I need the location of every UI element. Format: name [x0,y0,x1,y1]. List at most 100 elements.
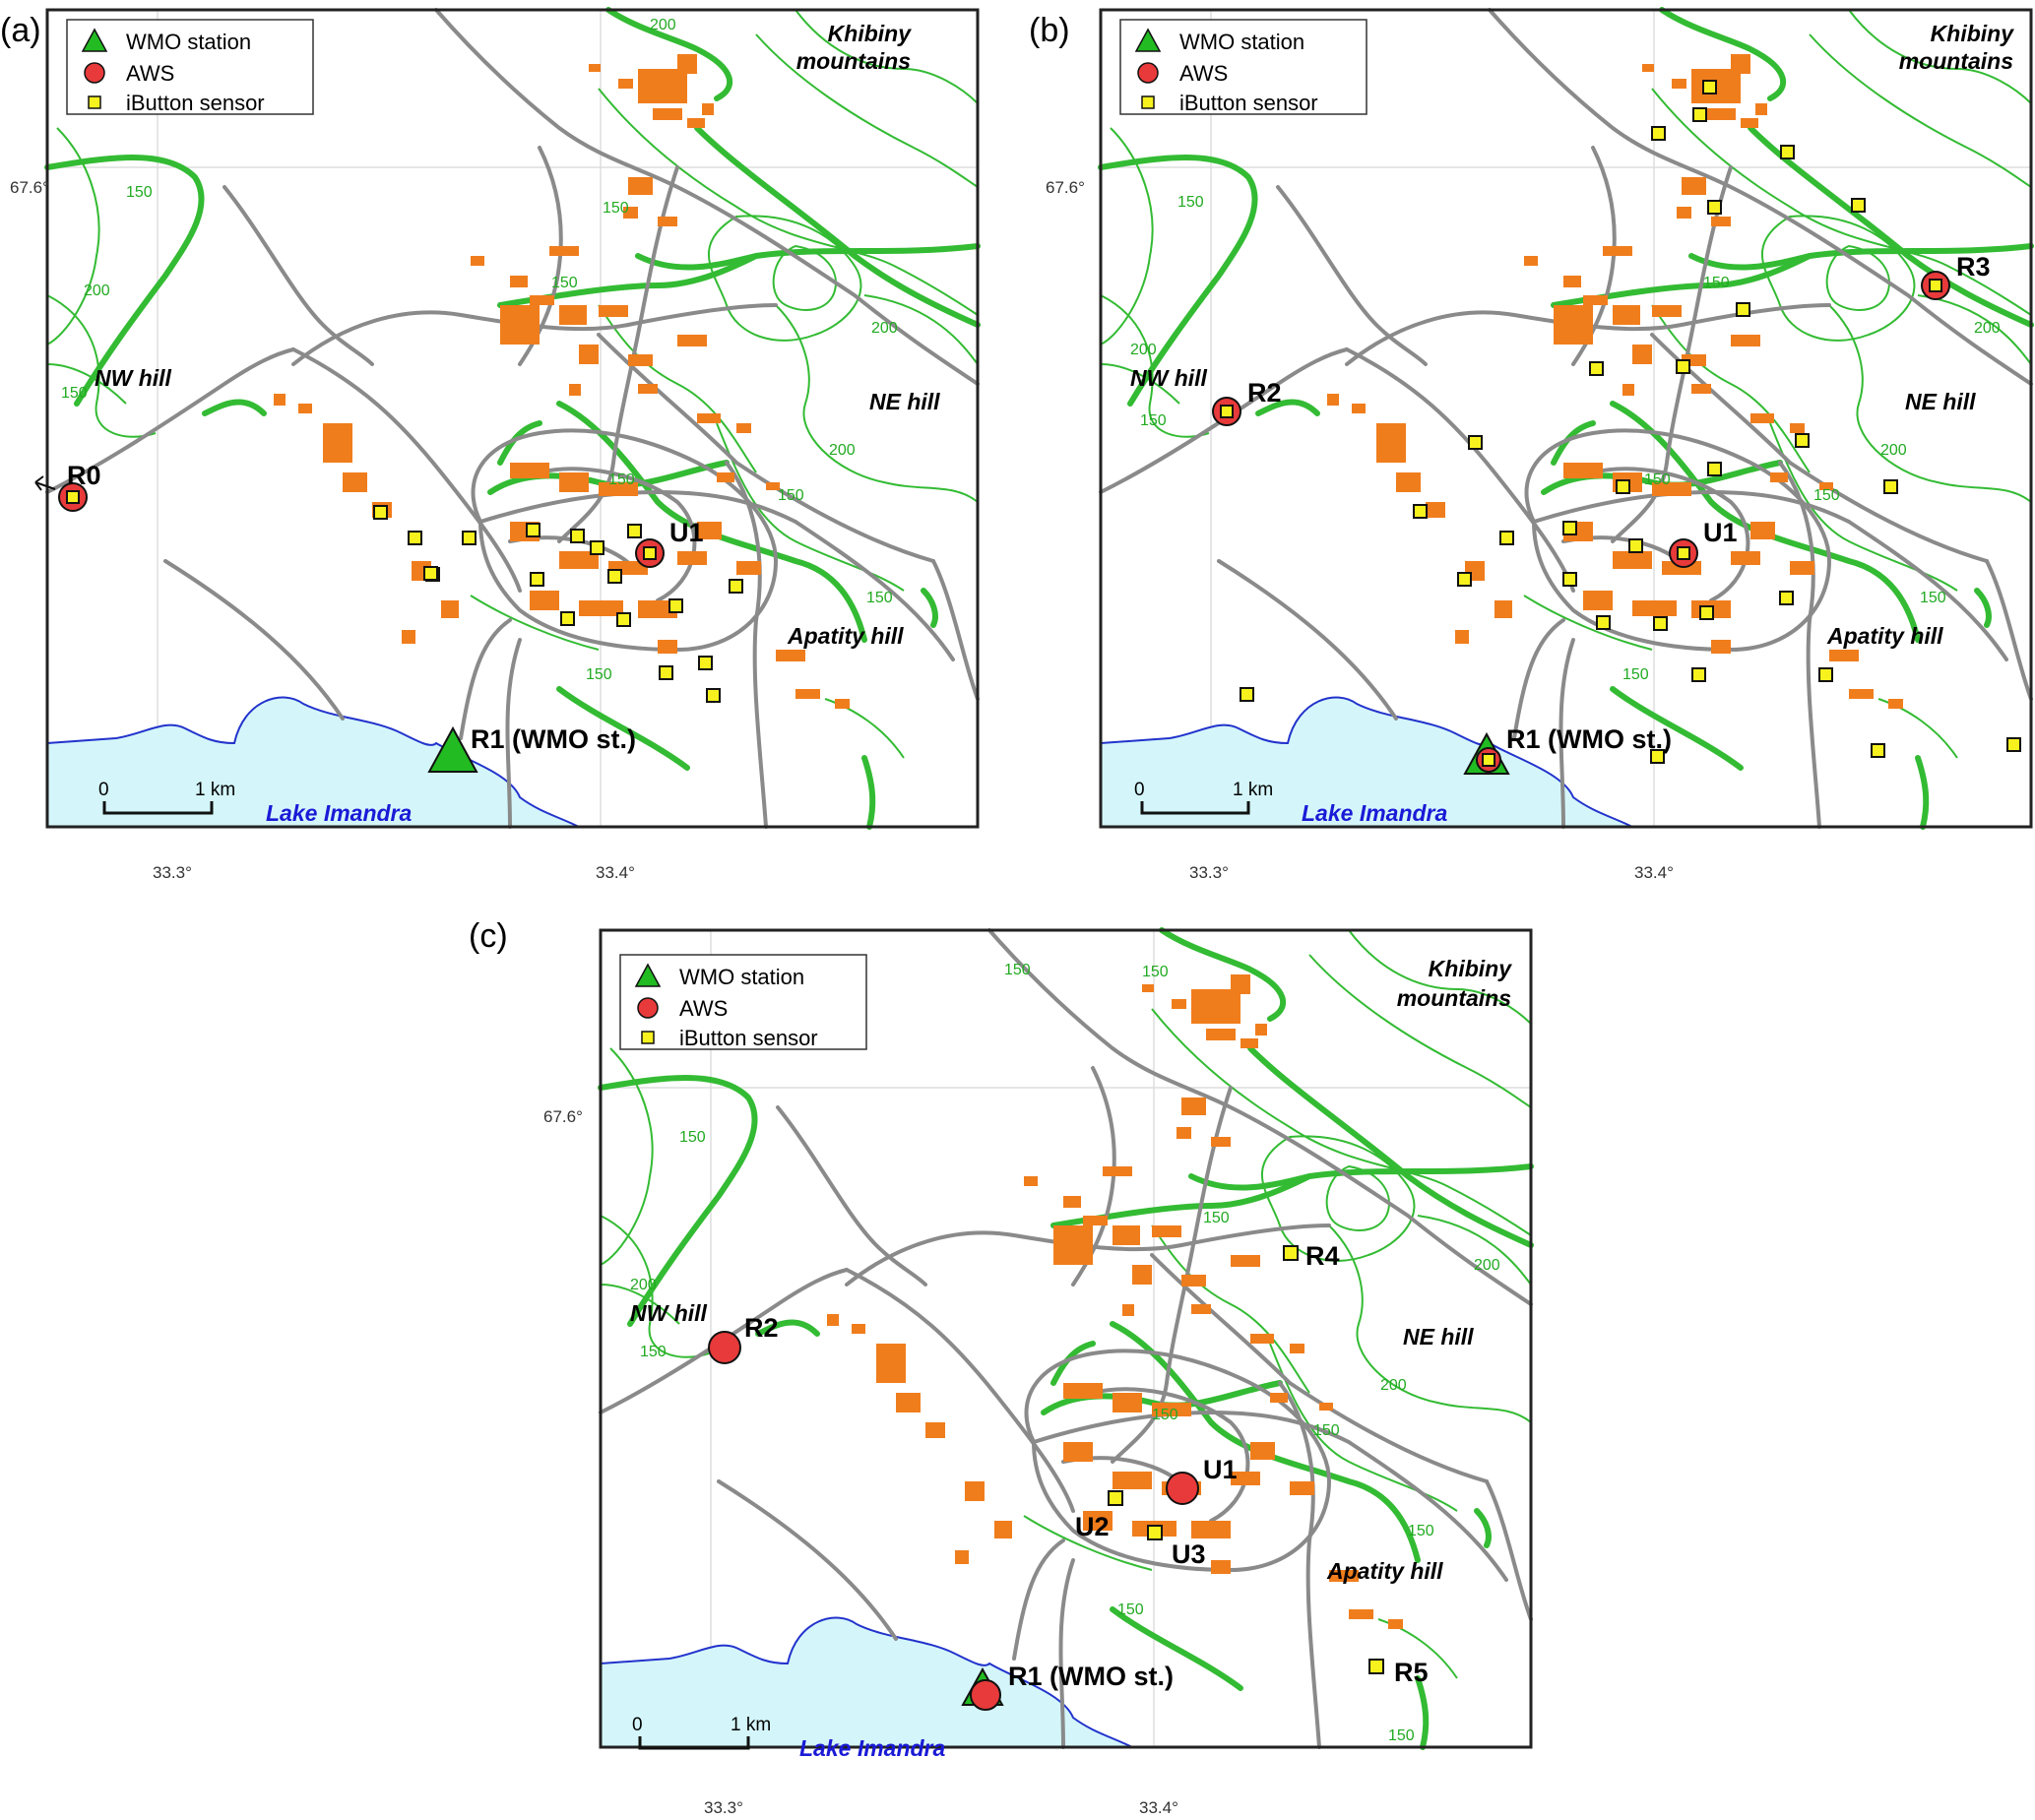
panel-c: (c) WMO station AWS iButton sensor Khibi… [469,917,1531,1817]
panel-a-legend: WMO station AWS iButton sensor [66,19,314,115]
station-u1: U1 [1166,1455,1238,1505]
panel-b: (b) WMO station AWS iButton sensor Khibi… [1029,10,2031,882]
contour-label: 150 [586,666,612,683]
ibutton-sensor-marker [1818,667,1833,682]
ibutton-sensor-marker [1871,743,1885,758]
ibutton-sensors [373,505,743,703]
ibutton-sensor-marker [530,572,544,587]
station-r5: R5 [1368,1658,1429,1687]
panel-a-basemap [47,10,978,827]
panel-b-label: (b) [1029,12,1070,49]
station-r1: R1 (WMO st.) [1463,724,1672,775]
contour-label: 150 [679,1129,706,1146]
ibutton-sensor-marker [373,505,388,520]
ibutton-sensor-marker [627,524,642,538]
ibutton-sensor-marker [1596,615,1611,630]
ibutton-sensor-marker [570,529,585,543]
ibutton-sensor-marker [1468,435,1483,450]
contour-label: 150 [1703,275,1730,291]
wmo-legend-icon [1134,28,1162,52]
ibutton-sensor-marker [1779,591,1794,605]
contour-label: 150 [640,1344,667,1360]
lon-label-a: 33.3° [1189,863,1229,882]
ibutton-sensor-marker [1707,462,1722,476]
station-r3: R3 [1921,252,1991,300]
ne-hill-label: NE hill [869,389,940,414]
station-r1: R1 (WMO st.) [961,1662,1174,1711]
contour-label: 150 [1152,1407,1178,1423]
contour-label: 150 [1142,964,1169,980]
station-r1: R1 (WMO st.) [427,724,636,773]
contour-label: 150 [1313,1422,1340,1439]
station-label-u1: U1 [669,518,704,547]
lat-label: 67.6° [543,1107,583,1126]
contour-label: 200 [1380,1377,1407,1394]
station-u3: U3 [1147,1525,1206,1569]
khibiny-label-1: Khibiny [1429,956,1513,981]
station-u1: U1 [635,518,704,568]
station-r0: R0 [34,461,101,512]
khibiny-label-2: mountains [1899,48,2013,74]
panel-c-basemap [601,930,1531,1747]
station-label-r5: R5 [1394,1658,1429,1687]
khibiny-label-2: mountains [1397,985,1511,1011]
panel-a: (a) WMO station AWS iButton sensor Khibi… [0,10,978,882]
ibutton-sensor-marker [1616,479,1630,494]
contour-label: 150 [866,590,893,606]
ibutton-sensor-marker [2006,737,2021,752]
ibutton-sensor-marker [1736,302,1750,317]
aws-marker [1166,1472,1199,1505]
lon-label-b: 33.4° [1634,863,1674,882]
lake-label: Lake Imandra [266,800,412,826]
station-label-r2: R2 [744,1313,779,1343]
ibutton-sensor-marker [408,531,422,545]
legend-ibutton: iButton sensor [679,1026,818,1050]
ibutton-sensor-marker [1457,572,1472,587]
legend-wmo: WMO station [126,30,251,54]
aws-marker [970,1679,1001,1711]
wmo-station-marker [427,725,478,773]
panel-c-legend: WMO station AWS iButton sensor [619,954,867,1050]
ibutton-sensor-marker [1702,80,1717,94]
contour-label: 200 [84,282,110,299]
legend-ibutton: iButton sensor [126,91,265,115]
station-u2: U2 [1075,1490,1123,1541]
station-label-r3: R3 [1956,252,1991,282]
ibutton-sensor-marker [423,566,438,581]
station-label-r2: R2 [1247,378,1282,408]
ibutton-sensor-marker [1780,145,1795,159]
station-label-u3: U3 [1172,1539,1206,1569]
ibutton-sensor-marker [1220,405,1234,418]
ibutton-sensor-marker [1562,572,1577,587]
ibutton-sensors [1240,80,2021,764]
station-label-r1: R1 (WMO st.) [1506,724,1672,754]
contour-label: 200 [650,17,676,33]
contour-label: 150 [1117,1601,1144,1618]
ibutton-sensor-marker [659,665,673,680]
contour-label: 150 [1408,1523,1434,1539]
lon-label-a: 33.3° [153,863,192,882]
ibutton-sensor-marker [1699,605,1714,620]
ibutton-sensor-marker [1628,538,1643,553]
ibutton-sensor-marker [643,546,657,560]
aws-marker [708,1331,741,1364]
station-label-r4: R4 [1305,1241,1340,1271]
contour-label: 150 [1177,194,1204,211]
lon-label-b: 33.4° [596,863,635,882]
ibutton-sensor-marker [590,540,604,555]
contour-label: 200 [630,1277,657,1293]
panel-a-label: (a) [0,12,41,49]
ibutton-sensor-marker [1283,1245,1299,1261]
lake-label: Lake Imandra [799,1735,945,1761]
ibutton-legend-icon [1141,95,1155,109]
station-r2: R2 [708,1313,779,1364]
contour-label: 150 [1140,412,1167,429]
ibutton-sensor-marker [1499,531,1514,545]
contour-label: 150 [608,471,635,488]
ibutton-sensor-marker [1413,504,1428,519]
legend-ibutton: iButton sensor [1179,91,1318,115]
lat-label: 67.6° [1046,178,1085,197]
lon-label-a: 33.3° [704,1798,743,1817]
contour-label: 150 [1203,1210,1230,1226]
legend-aws: AWS [126,61,174,86]
